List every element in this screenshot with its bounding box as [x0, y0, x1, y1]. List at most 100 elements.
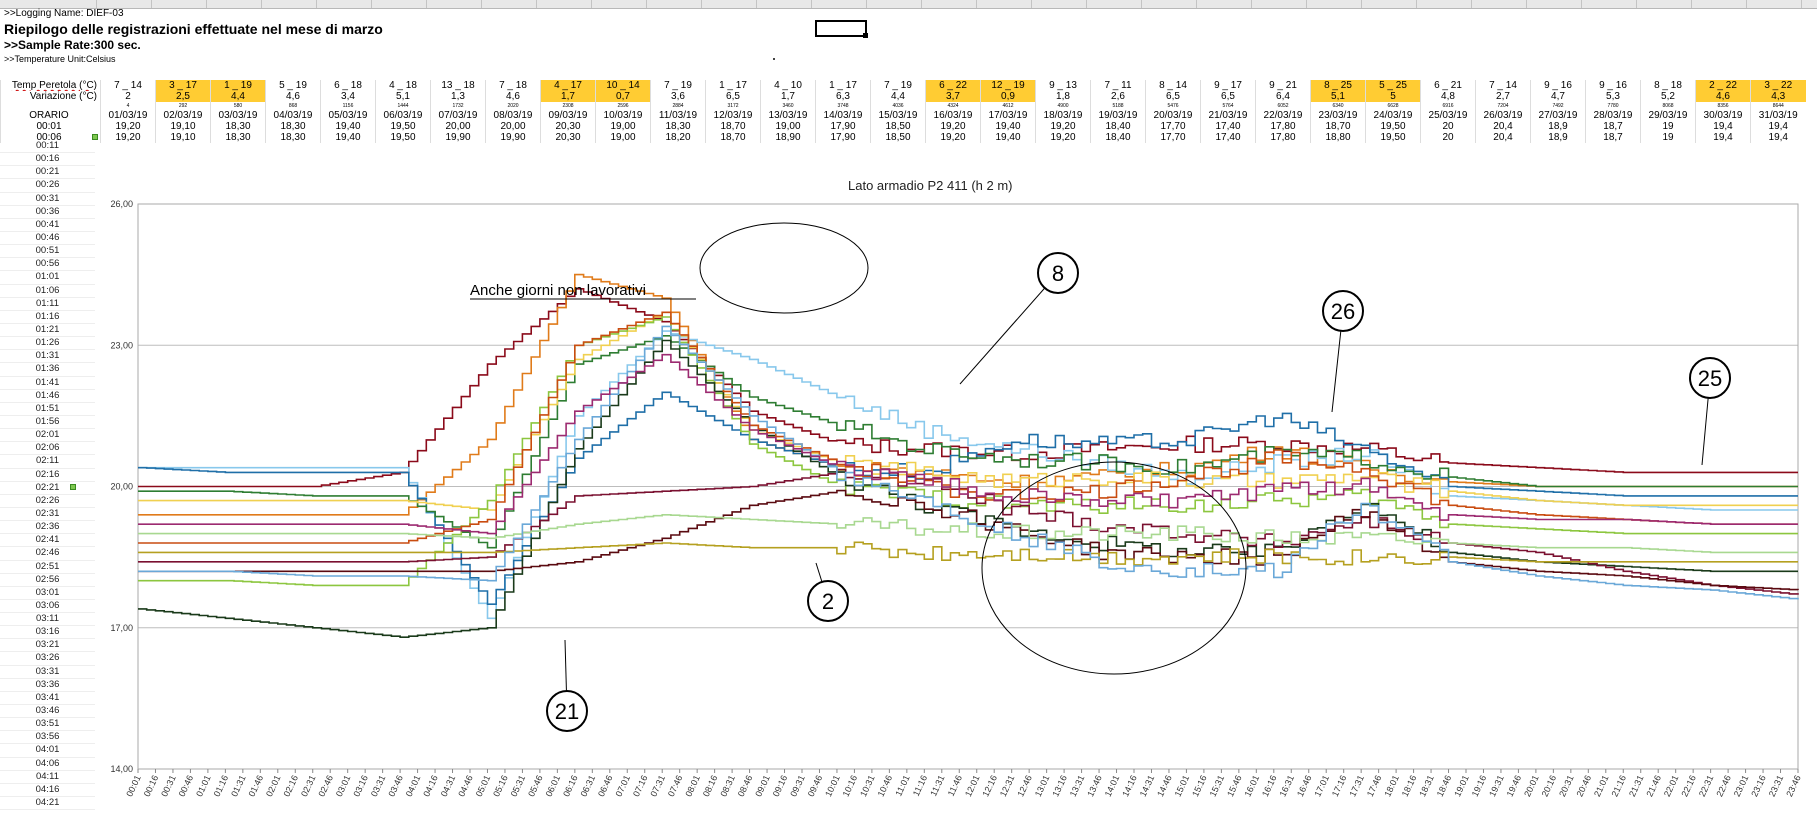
temp-cell[interactable]: 6 _ 18	[320, 80, 376, 91]
value-cell[interactable]: 18,40	[1090, 121, 1146, 132]
value-cell[interactable]: 19,50	[1365, 121, 1421, 132]
temp-cell[interactable]: 9 _ 17	[1200, 80, 1256, 91]
time-cell[interactable]: 03:46	[0, 705, 95, 719]
time-cell[interactable]: 00:21	[0, 166, 95, 180]
temp-cell[interactable]: 8 _ 25	[1310, 80, 1366, 91]
time-cell[interactable]: 03:36	[0, 679, 95, 692]
value-cell[interactable]: 19	[1640, 121, 1696, 132]
value-cell[interactable]: 20	[1420, 121, 1476, 132]
time-cell[interactable]: 03:11	[0, 613, 95, 627]
date-cell[interactable]: 18/03/19	[1035, 110, 1091, 121]
value-cell[interactable]: 19,00	[760, 121, 816, 132]
time-cell[interactable]: 00:36	[0, 206, 95, 219]
temp-cell[interactable]: 13 _ 18	[430, 80, 486, 91]
var-cell[interactable]: 4,6	[1695, 91, 1751, 102]
temp-cell[interactable]: 8 _ 18	[1640, 80, 1696, 91]
var-cell[interactable]: 6,3	[815, 91, 871, 102]
value-cell[interactable]: 18,30	[265, 132, 321, 143]
time-cell[interactable]: 03:01	[0, 587, 95, 600]
date-cell[interactable]: 15/03/19	[870, 110, 926, 121]
value-cell[interactable]: 18,70	[1310, 121, 1366, 132]
time-cell[interactable]: 02:31	[0, 508, 95, 522]
date-cell[interactable]: 03/03/19	[210, 110, 266, 121]
time-cell[interactable]: 03:56	[0, 731, 95, 745]
value-cell[interactable]: 18,20	[650, 132, 706, 143]
index-cell[interactable]: 292	[155, 102, 211, 110]
time-cell[interactable]: 01:46	[0, 390, 95, 403]
value-cell[interactable]: 17,80	[1255, 132, 1311, 143]
date-cell[interactable]: 17/03/19	[980, 110, 1036, 121]
temp-cell[interactable]: 9 _ 21	[1255, 80, 1311, 91]
temp-cell[interactable]: 7 _ 14	[100, 80, 156, 91]
time-cell[interactable]: 01:36	[0, 363, 95, 377]
value-cell[interactable]: 19,00	[595, 121, 651, 132]
index-cell[interactable]: 8644	[1750, 102, 1806, 110]
time-cell[interactable]: 04:01	[0, 744, 95, 758]
value-cell[interactable]: 19,10	[155, 121, 211, 132]
value-cell[interactable]: 19,40	[980, 132, 1036, 143]
temp-cell[interactable]: 5 _ 25	[1365, 80, 1421, 91]
index-cell[interactable]: 4900	[1035, 102, 1091, 110]
var-cell[interactable]: 4,7	[1530, 91, 1586, 102]
index-cell[interactable]: 6340	[1310, 102, 1366, 110]
index-cell[interactable]: 1444	[375, 102, 431, 110]
value-cell[interactable]: 19,4	[1695, 121, 1751, 132]
time-cell[interactable]: 00:26	[0, 179, 95, 193]
var-cell[interactable]: 6,5	[1145, 91, 1201, 102]
value-cell[interactable]: 18,7	[1585, 132, 1641, 143]
temp-cell[interactable]: 1 _ 19	[210, 80, 266, 91]
temp-cell[interactable]: 7 _ 18	[485, 80, 541, 91]
var-cell[interactable]: 1,7	[760, 91, 816, 102]
index-cell[interactable]: 7492	[1530, 102, 1586, 110]
value-cell[interactable]: 17,70	[1145, 121, 1201, 132]
time-cell[interactable]: 02:41	[0, 534, 95, 548]
time-cell[interactable]: 03:21	[0, 639, 95, 653]
index-cell[interactable]: 8356	[1695, 102, 1751, 110]
value-cell[interactable]: 19,40	[980, 121, 1036, 132]
time-cell[interactable]: 01:51	[0, 403, 95, 416]
date-cell[interactable]: 20/03/19	[1145, 110, 1201, 121]
var-cell[interactable]: 5	[1365, 91, 1421, 102]
date-cell[interactable]: 10/03/19	[595, 110, 651, 121]
temp-cell[interactable]: 4 _ 17	[540, 80, 596, 91]
var-cell[interactable]: 5,3	[1585, 91, 1641, 102]
var-cell[interactable]: 3,7	[925, 91, 981, 102]
comment-marker-icon[interactable]	[70, 484, 76, 490]
time-cell[interactable]: 02:26	[0, 495, 95, 508]
temp-cell[interactable]: 7 _ 11	[1090, 80, 1146, 91]
date-cell[interactable]: 31/03/19	[1750, 110, 1806, 121]
value-cell[interactable]: 19,50	[1365, 132, 1421, 143]
date-cell[interactable]: 12/03/19	[705, 110, 761, 121]
time-cell[interactable]: 03:51	[0, 718, 95, 732]
var-cell[interactable]: 4,6	[265, 91, 321, 102]
value-cell[interactable]: 19,50	[375, 121, 431, 132]
var-cell[interactable]: 0,7	[595, 91, 651, 102]
index-cell[interactable]: 2308	[540, 102, 596, 110]
time-cell[interactable]: 02:51	[0, 561, 95, 574]
var-cell[interactable]: 1,3	[430, 91, 486, 102]
var-cell[interactable]: 0,9	[980, 91, 1036, 102]
time-cell[interactable]: 04:11	[0, 771, 95, 784]
value-cell[interactable]: 19,20	[1035, 121, 1091, 132]
date-cell[interactable]: 16/03/19	[925, 110, 981, 121]
date-cell[interactable]: 19/03/19	[1090, 110, 1146, 121]
var-cell[interactable]: 1,7	[540, 91, 596, 102]
temp-cell[interactable]: 1 _ 17	[815, 80, 871, 91]
value-cell[interactable]: 18,7	[1585, 121, 1641, 132]
time-cell[interactable]: 02:11	[0, 455, 95, 469]
value-cell[interactable]: 19,50	[375, 132, 431, 143]
temp-cell[interactable]: 9 _ 13	[1035, 80, 1091, 91]
value-cell[interactable]: 19,20	[100, 132, 156, 143]
var-cell[interactable]: 5,2	[1640, 91, 1696, 102]
temp-cell[interactable]: 7 _ 19	[650, 80, 706, 91]
time-cell[interactable]: 03:16	[0, 626, 95, 640]
index-cell[interactable]: 5764	[1200, 102, 1256, 110]
value-cell[interactable]: 18,70	[705, 121, 761, 132]
date-cell[interactable]: 02/03/19	[155, 110, 211, 121]
index-cell[interactable]: 3172	[705, 102, 761, 110]
index-cell[interactable]: 4324	[925, 102, 981, 110]
value-cell[interactable]: 19,40	[320, 121, 376, 132]
index-cell[interactable]: 2884	[650, 102, 706, 110]
temp-cell[interactable]: 1 _ 17	[705, 80, 761, 91]
index-cell[interactable]: 7204	[1475, 102, 1531, 110]
